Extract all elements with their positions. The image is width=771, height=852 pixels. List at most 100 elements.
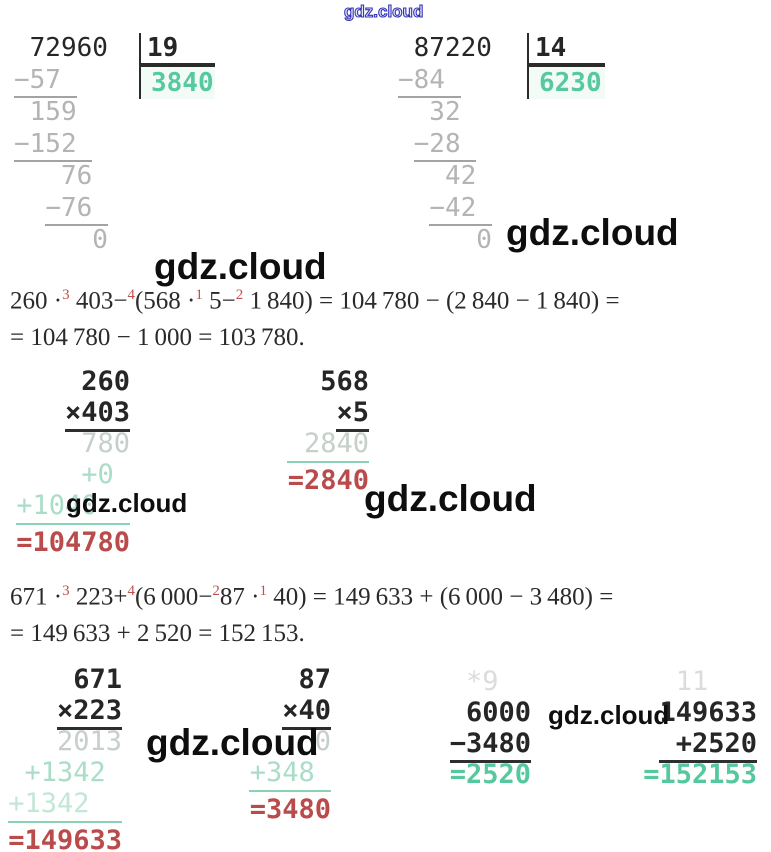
- number-text: [14, 193, 45, 223]
- operation-order-superscript: 3: [62, 583, 70, 599]
- number-row: +2520: [643, 728, 757, 763]
- equation-text: 260 ·: [10, 287, 63, 315]
- equation-1-line-2: = 104 780 − 1 000 = 103 780.: [10, 323, 305, 353]
- number-text: 32: [398, 97, 461, 127]
- division-1-divisor-quotient: 19 3840: [139, 33, 215, 99]
- equation-text: 87 ·: [219, 583, 260, 611]
- mult-87x40: 87 ×40 0 +348 =3480: [249, 664, 331, 825]
- division-72960-by-19: 72960 −57 159 −152 76 −76 0: [14, 32, 108, 256]
- number-row: 2840: [287, 428, 369, 459]
- number-row: −76: [14, 192, 108, 226]
- number-row: 87220: [398, 32, 492, 64]
- number-text: =149633: [8, 825, 122, 852]
- operation-order-superscript: 2: [235, 287, 244, 303]
- underlined-number: −152: [14, 129, 93, 162]
- number-text: 2840: [303, 428, 369, 459]
- equation-text: 40) = 149 633 + (6 000 − 3 480) =: [266, 583, 614, 611]
- division-1-quotient: 3840: [141, 67, 215, 99]
- number-row: =104780: [16, 527, 130, 558]
- number-row: ×403: [16, 397, 130, 432]
- number-text: 149633: [659, 697, 757, 728]
- number-row: −152: [14, 128, 108, 162]
- number-text: 6000: [465, 697, 531, 728]
- mult-671x223: 671 ×223 2013 +1342 +1342 =149633: [8, 664, 122, 852]
- division-1-divisor: 19: [141, 33, 215, 67]
- underlined-number: ×403: [64, 397, 130, 432]
- number-row: 260: [16, 366, 130, 397]
- equation-2-line-1: 671 ·3 223+4(6 000−287 ·1 40) = 149 633 …: [10, 576, 613, 612]
- number-text: =2520: [449, 759, 531, 790]
- number-row: 568: [287, 366, 369, 397]
- sum-line: [8, 821, 122, 823]
- number-text: 2013: [56, 726, 122, 757]
- number-row: −3480: [449, 728, 531, 763]
- number-row: −84: [398, 64, 492, 98]
- underlined-number: −84: [398, 65, 461, 98]
- number-text: 159: [14, 97, 77, 127]
- number-text: 0: [398, 225, 492, 255]
- number-text: +1342: [8, 788, 122, 819]
- number-text: =2840: [287, 465, 369, 496]
- number-row: 149633: [643, 697, 757, 728]
- underlined-number: ×223: [56, 695, 122, 730]
- number-text: 0: [314, 726, 331, 757]
- number-text: =104780: [16, 527, 130, 558]
- number-row: 0: [398, 224, 492, 256]
- division-2-divisor-quotient: 14 6230: [527, 33, 605, 99]
- number-row: +1342: [8, 757, 122, 788]
- sum-line: [249, 790, 331, 792]
- number-row: 42: [398, 160, 492, 192]
- underlined-number: −3480: [449, 728, 531, 763]
- number-text: 671: [73, 664, 122, 695]
- number-text: 76: [14, 161, 93, 191]
- mult-260x403: 260 ×403 780 +0 +1040 =104780: [16, 366, 130, 558]
- division-2-divisor: 14: [529, 33, 605, 67]
- operation-order-superscript: 4: [127, 583, 135, 599]
- number-row: 0: [249, 726, 331, 757]
- number-row: 72960: [14, 32, 108, 64]
- number-text: +1342: [24, 757, 122, 788]
- equation-text: 403−: [69, 287, 128, 315]
- number-row: 671: [8, 664, 122, 695]
- number-text: =152153: [643, 759, 757, 790]
- watermark-logo-5: gdz.cloud: [146, 722, 319, 763]
- division-2-quotient: 6230: [529, 67, 605, 99]
- equation-text: (6 000−: [134, 583, 213, 611]
- underlined-number: +2520: [659, 728, 757, 763]
- equation-text: (568 ·: [134, 287, 196, 315]
- number-row: 6000: [449, 697, 531, 728]
- number-text: 568: [320, 366, 369, 397]
- watermark-logo-1: gdz.cloud: [154, 246, 327, 287]
- number-text: +0: [81, 459, 130, 490]
- operation-order-superscript: 4: [127, 287, 135, 303]
- operation-order-superscript: 1: [259, 583, 267, 599]
- equation-text: = 149 633 + 2 520 = 152 153.: [10, 620, 305, 647]
- equation-text: 5−: [202, 287, 236, 315]
- number-text: +1040: [16, 490, 130, 521]
- division-87220-by-14: 87220 −84 32 −28 42 −42 0: [398, 32, 492, 256]
- number-row: 76: [14, 160, 108, 192]
- number-text: =3480: [249, 794, 331, 825]
- underlined-number: −76: [45, 193, 108, 226]
- number-row: +1040: [16, 490, 130, 521]
- mult-568x5: 568 ×5 2840 =2840: [287, 366, 369, 496]
- number-text: +348: [249, 757, 331, 788]
- number-row: =2840: [287, 465, 369, 496]
- number-row: =152153: [643, 759, 757, 790]
- number-text: 11: [675, 666, 757, 697]
- number-row: ×5: [287, 397, 369, 432]
- number-text: 72960: [14, 33, 108, 63]
- number-row: +348: [249, 757, 331, 788]
- watermark-logo-3: gdz.cloud: [66, 488, 188, 518]
- number-text: [398, 193, 429, 223]
- equation-text: 223+: [69, 583, 128, 611]
- number-row: =3480: [249, 794, 331, 825]
- number-row: −28: [398, 128, 492, 162]
- sum-line: [16, 523, 130, 525]
- number-row: +0: [16, 459, 130, 490]
- number-row: ×40: [249, 695, 331, 730]
- equation-text: 671 ·: [10, 583, 63, 611]
- add-149633-2520: 11 149633 +2520 =152153: [643, 666, 757, 790]
- number-text: 42: [398, 161, 477, 191]
